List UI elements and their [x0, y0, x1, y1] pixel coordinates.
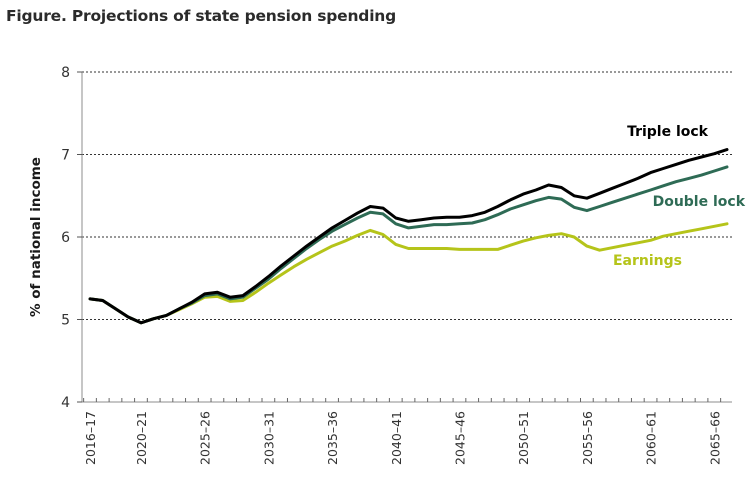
- series-line-triple-lock: [88, 148, 729, 325]
- series-label-earnings: Earnings: [613, 253, 682, 269]
- x-tick-label: 2035–36: [325, 411, 340, 465]
- x-tick-label: 2016–17: [83, 411, 98, 465]
- x-tick-label: 2025–26: [198, 411, 213, 465]
- y-tick-label-8: 8: [61, 65, 70, 81]
- x-tick-label: 2045–46: [452, 411, 467, 465]
- chart-title: Figure. Projections of state pension spe…: [6, 7, 397, 25]
- x-tick-label: 2060–61: [644, 411, 659, 465]
- x-tick-label: 2030–31: [261, 411, 276, 465]
- x-tick-label: 2050–51: [516, 411, 531, 465]
- x-tick-label: 2065–66: [707, 411, 722, 465]
- x-tick-label: 2055–56: [580, 411, 595, 465]
- series-lines: [88, 148, 729, 325]
- y-axis-title: % of national income: [28, 157, 44, 317]
- series-line-earnings: [88, 222, 729, 325]
- series-label-double-lock: Double lock: [653, 194, 746, 210]
- y-tick-label-4: 4: [61, 395, 70, 411]
- gridlines: [82, 71, 732, 320]
- x-tick-label: 2020–21: [134, 411, 149, 465]
- y-axis-ticks: 4 5 6 7 8: [61, 65, 82, 411]
- x-tick-label: 2040–41: [389, 411, 404, 465]
- x-axis-ticks: 2016–17 2020–21 2025–26 2030–31 2035–36 2040–…: [83, 398, 722, 465]
- series-label-triple-lock: Triple lock: [627, 124, 709, 140]
- y-tick-label-5: 5: [61, 313, 70, 329]
- y-tick-label-7: 7: [61, 148, 70, 164]
- y-tick-label-6: 6: [61, 230, 70, 246]
